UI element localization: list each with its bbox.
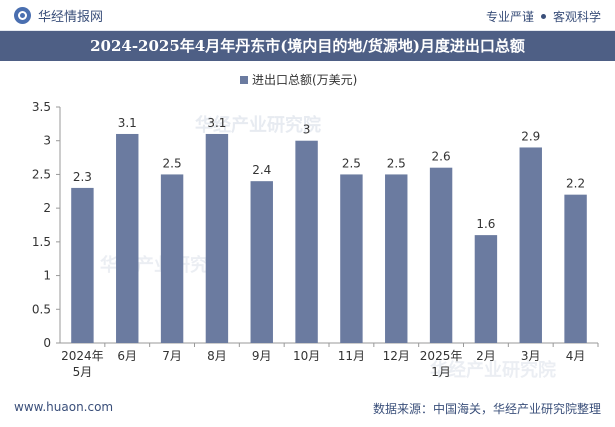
tagline-right: 客观科学 [552,10,601,24]
y-tick-label: 3.5 [32,100,51,114]
data-label: 2.5 [387,156,406,170]
top-bar: 华经情报网 专业严谨 客观科学 [0,0,615,31]
bar [564,194,587,343]
bar [295,140,318,343]
y-tick-label: 1.5 [32,235,51,249]
bar [71,187,94,343]
watermark-text: 华经产业研究院 [195,114,321,136]
bar [385,174,408,343]
data-label: 3.1 [118,116,137,130]
y-tick-label: 2.5 [32,167,51,181]
y-tick-label: 1 [43,269,51,283]
data-label: 2.3 [73,170,92,184]
data-label: 1.6 [476,217,495,231]
data-label: 2.4 [252,163,271,177]
brand[interactable]: 华经情报网 [14,6,103,25]
data-label: 2.2 [566,177,585,191]
dot-separator-icon [540,14,546,19]
footer: www.huaon.com 数据来源：中国海关，华经产业研究院整理 [0,395,615,427]
chart-area: 华经产业研究院 华经产业研究院 华经产业研究院 进出口总额(万美元) 00.51… [0,61,615,391]
data-label: 3 [303,123,311,137]
chart-title: 2024-2025年4月年丹东市(境内目的地/货源地)月度进出口总额 [0,31,615,61]
data-label: 2.6 [432,150,451,164]
bar [160,174,184,343]
brand-logo-icon [14,7,31,24]
bar [429,167,453,343]
tagline-left: 专业严谨 [485,10,534,24]
x-tick-label: 3月 [521,349,541,363]
data-source: 数据来源：中国海关，华经产业研究院整理 [372,402,601,416]
bar [340,174,363,343]
x-tick-label: 11月 [338,349,365,363]
bar [519,147,542,343]
x-tick-label: 8月 [207,349,227,363]
legend-label: 进出口总额(万美元) [252,73,357,87]
x-tick-label: 4月 [566,349,586,363]
x-tick-label: 7月 [162,349,182,363]
x-tick-label: 2025年 1月 [420,349,463,379]
brand-name: 华经情报网 [38,10,104,25]
footer-url-link[interactable]: www.huaon.com [14,400,114,414]
x-tick-label: 6月 [117,349,137,363]
data-label: 2.5 [342,156,361,170]
data-label: 2.5 [163,156,182,170]
bar [205,133,229,343]
bar-chart: 华经产业研究院 华经产业研究院 华经产业研究院 进出口总额(万美元) 00.51… [32,73,599,381]
x-tick-label: 9月 [252,349,272,363]
watermark-text: 华经产业研究院 [430,359,556,381]
bar [116,133,139,343]
data-label: 3.1 [207,116,226,130]
y-tick-label: 0.5 [32,302,51,316]
y-tick-label: 2 [43,201,51,215]
y-tick-label: 0 [43,336,51,350]
x-tick-label: 10月 [293,349,320,363]
x-tick-label: 2024年 5月 [61,349,104,379]
tagline: 专业严谨 客观科学 [486,8,601,25]
x-tick-label: 2月 [476,349,496,363]
bar [474,235,498,343]
bar [250,181,273,343]
x-tick-label: 12月 [383,349,410,363]
y-tick-label: 3 [43,134,51,148]
legend-swatch [240,76,248,84]
data-label: 2.9 [521,129,540,143]
chart-legend: 进出口总额(万美元) [240,73,357,87]
